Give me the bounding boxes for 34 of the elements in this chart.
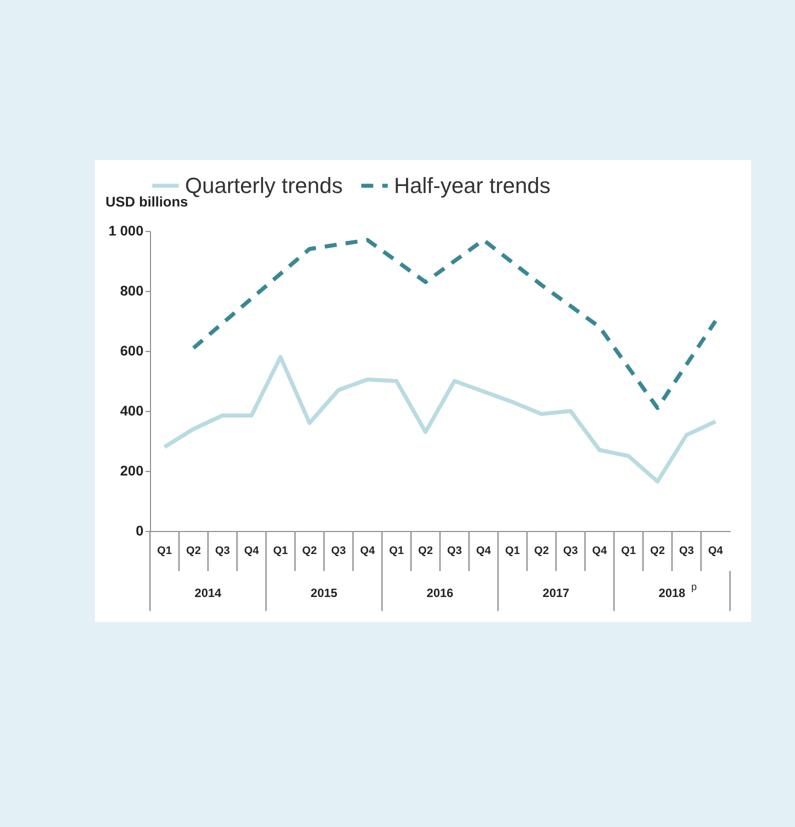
x-tick-label: Q2 [534, 545, 549, 557]
x-tick-label: Q3 [215, 545, 230, 557]
text: 2014 [194, 586, 222, 600]
y-tick-label: 400 [120, 402, 144, 418]
x-tick-label: Q3 [331, 545, 346, 557]
x-tick-label: Q3 [679, 545, 694, 557]
x-tick-label: Q4 [244, 545, 260, 557]
x-tick-label: Q2 [186, 545, 201, 557]
line-series [192, 238, 718, 410]
x-tick-label: Q4 [592, 545, 608, 557]
x-tick-label: Q4 [476, 545, 492, 557]
x-tick-label: Q3 [447, 545, 462, 557]
y-tick-label: 200 [120, 462, 144, 478]
x-tick-label: Q1 [389, 545, 404, 557]
x-tick-label: Q2 [650, 545, 665, 557]
x-tick-label: Q1 [157, 545, 172, 557]
line-series [162, 355, 718, 484]
text: 2016 [426, 586, 454, 600]
text: 2018 p [658, 582, 698, 600]
y-tick-label: 0 [136, 522, 144, 538]
x-tick-label: Q1 [621, 545, 636, 557]
y-tick-label: 1 000 [108, 222, 144, 238]
x-tick-label: Q4 [708, 545, 724, 557]
x-tick-label: Q3 [563, 545, 578, 557]
x-tick-label: Q2 [302, 545, 317, 557]
x-tick-label: Q4 [360, 545, 376, 557]
legend-label: Half-year trends [394, 172, 551, 198]
text: 2015 [310, 586, 338, 600]
x-tick-label: Q1 [505, 545, 520, 557]
y-tick-label: 800 [120, 282, 144, 298]
x-tick-label: Q1 [273, 545, 288, 557]
text: 2017 [542, 586, 570, 600]
y-tick-label: 600 [120, 342, 144, 358]
x-tick-label: Q2 [418, 545, 433, 557]
